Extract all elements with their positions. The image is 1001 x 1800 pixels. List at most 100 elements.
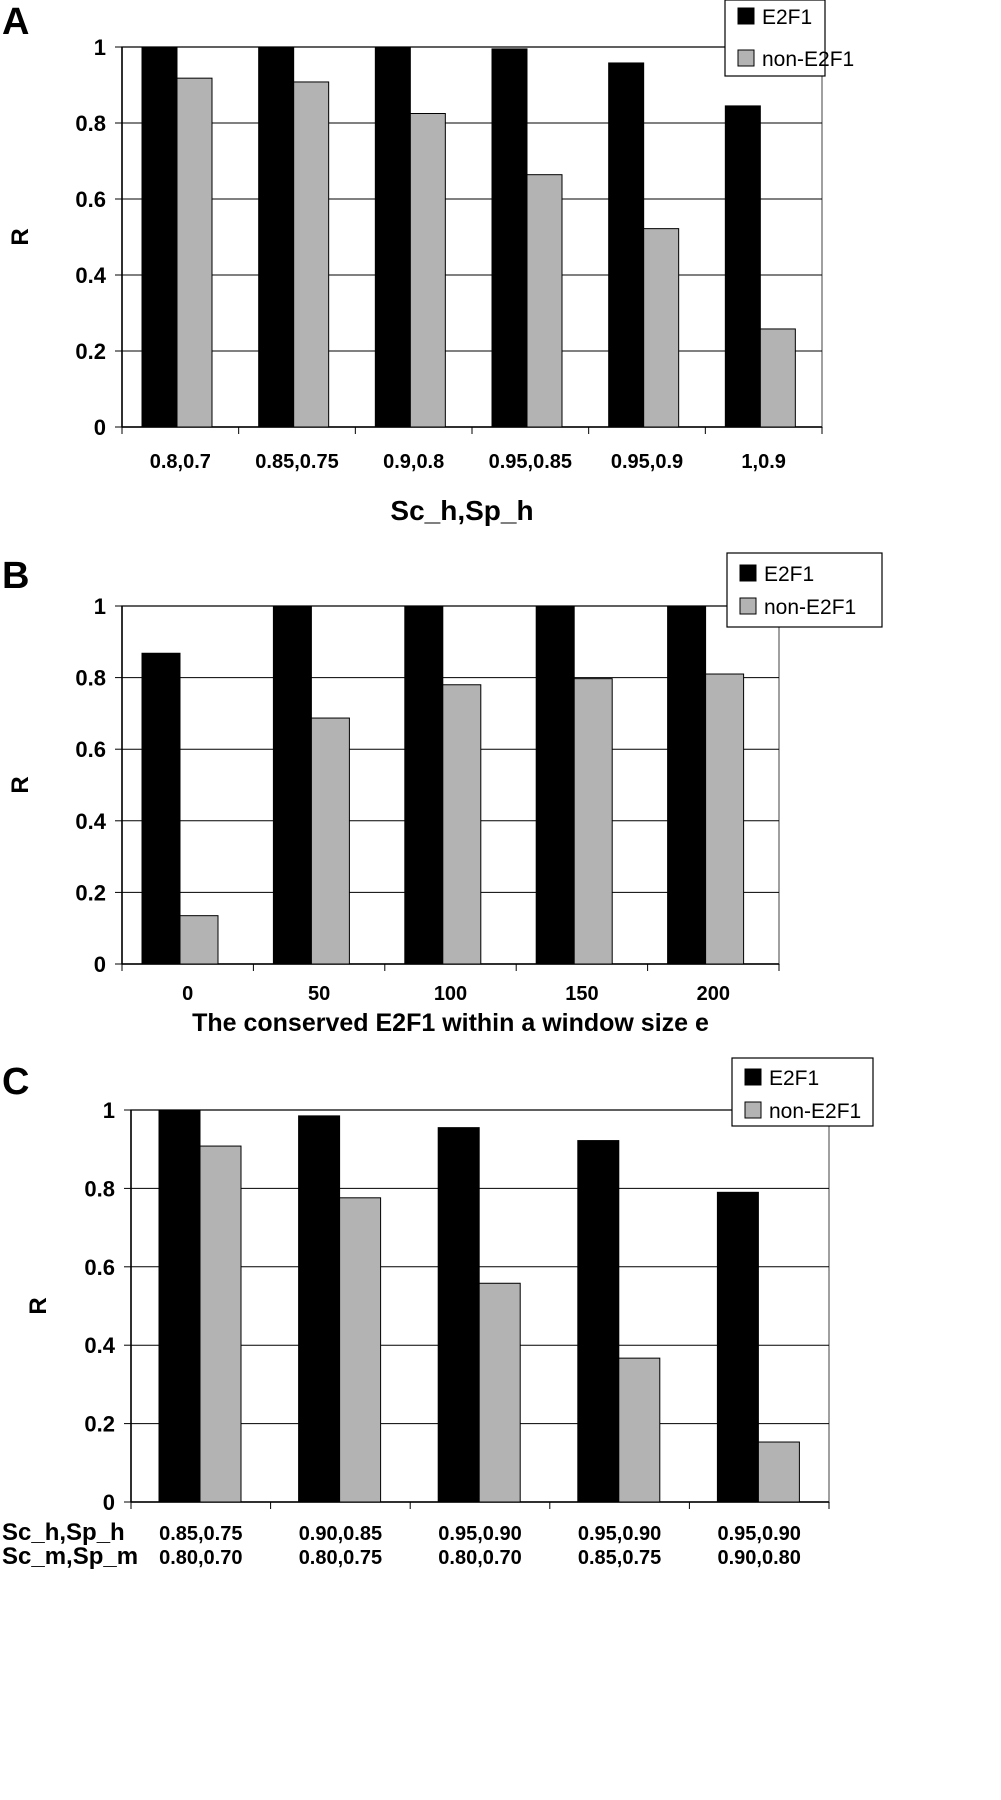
panel-label: B bbox=[2, 555, 29, 597]
x-tick-label: 50 bbox=[308, 983, 330, 1005]
x-tick-label: 0.95,0.90 bbox=[578, 1523, 661, 1545]
plot-area bbox=[121, 46, 823, 428]
bar-e2f1-3 bbox=[437, 1127, 480, 1503]
bar-non-e2f1-2 bbox=[293, 81, 330, 428]
y-axis-title: R bbox=[7, 228, 34, 245]
bar-e2f1-1 bbox=[158, 1109, 201, 1503]
panel-label: C bbox=[2, 1061, 29, 1103]
bar-non-e2f1-1 bbox=[179, 915, 219, 965]
y-tick-label: 0.6 bbox=[84, 1255, 115, 1280]
bar-e2f1-6 bbox=[724, 105, 761, 428]
x-tick-label: 1,0.9 bbox=[741, 451, 785, 473]
category-row-label: Sc_m,Sp_m bbox=[2, 1543, 138, 1570]
bar-e2f1-4 bbox=[535, 605, 575, 965]
bar-e2f1-4 bbox=[491, 48, 528, 428]
legend: E2F1 non-E2F1 bbox=[726, 552, 883, 628]
legend-label-non-e2f1: non-E2F1 bbox=[769, 1100, 861, 1123]
x-tick-label: 0.90,0.85 bbox=[299, 1523, 382, 1545]
y-tick-label: 0.2 bbox=[75, 880, 106, 905]
x-axis-title: The conserved E2F1 within a window size … bbox=[192, 1009, 709, 1037]
bar-non-e2f1-5 bbox=[643, 228, 680, 428]
bar-non-e2f1-5 bbox=[705, 673, 745, 965]
x-tick-label: 0.80,0.75 bbox=[299, 1547, 382, 1569]
y-tick-label: 0.2 bbox=[84, 1412, 115, 1437]
y-tick-label: 0 bbox=[94, 415, 106, 440]
chart-panel-a: A 0 0.2 0.4 0.6 0.8 1 0.8,0.7 0.85,0.75 0.9,0.8 0.… bbox=[2, 0, 854, 526]
x-tick-label: 0.8,0.7 bbox=[150, 451, 211, 473]
panel-label: A bbox=[2, 1, 29, 43]
y-tick-label: 0.6 bbox=[75, 737, 106, 762]
legend-label-e2f1: E2F1 bbox=[762, 6, 812, 29]
legend-swatch-non-e2f1 bbox=[744, 1101, 762, 1119]
bar-e2f1-2 bbox=[258, 46, 295, 428]
legend-swatch-e2f1 bbox=[739, 564, 757, 582]
y-tick-label: 0 bbox=[103, 1490, 115, 1515]
bar-e2f1-1 bbox=[141, 46, 178, 428]
chart-panel-c: C00.20.40.60.810.85,0.750.80,0.700.90,0.… bbox=[2, 1057, 874, 1570]
y-tick-label: 0.6 bbox=[75, 187, 106, 212]
x-tick-label: 0.95,0.90 bbox=[438, 1523, 521, 1545]
bar-e2f1-5 bbox=[667, 605, 707, 965]
x-tick-label: 0.95,0.85 bbox=[489, 451, 572, 473]
y-tick-label: 0.4 bbox=[84, 1333, 115, 1358]
category-row-label: Sc_h,Sp_h bbox=[2, 1519, 125, 1546]
bar-non-e2f1-1 bbox=[199, 1145, 242, 1503]
bar-non-e2f1-5 bbox=[757, 1441, 800, 1503]
legend-label-non-e2f1: non-E2F1 bbox=[764, 596, 856, 619]
x-tick-label: 0.80,0.70 bbox=[159, 1547, 242, 1569]
bar-non-e2f1-3 bbox=[478, 1282, 521, 1503]
y-tick-label: 0.8 bbox=[75, 111, 106, 136]
x-tick-label: 100 bbox=[434, 983, 467, 1005]
bar-non-e2f1-3 bbox=[409, 113, 446, 428]
x-tick-label: 0.95,0.90 bbox=[717, 1523, 800, 1545]
legend-swatch-non-e2f1 bbox=[739, 597, 757, 615]
legend-swatch-e2f1 bbox=[744, 1068, 762, 1086]
y-tick-label: 0.8 bbox=[75, 666, 106, 691]
y-axis-title: R bbox=[25, 1297, 52, 1314]
y-axis-title: R bbox=[7, 776, 34, 793]
bar-non-e2f1-2 bbox=[310, 717, 350, 965]
x-tick-label: 0.80,0.70 bbox=[438, 1547, 521, 1569]
bar-non-e2f1-2 bbox=[339, 1197, 382, 1503]
legend: E2F1 non-E2F1 bbox=[724, 0, 854, 77]
bar-e2f1-5 bbox=[608, 62, 645, 428]
x-tick-label: 200 bbox=[697, 983, 730, 1005]
x-tick-label: 150 bbox=[565, 983, 598, 1005]
y-tick-label: 0.4 bbox=[75, 809, 106, 834]
y-tick-label: 0.2 bbox=[75, 339, 106, 364]
legend-swatch-e2f1 bbox=[737, 7, 755, 25]
bar-e2f1-4 bbox=[577, 1140, 620, 1503]
legend-swatch-non-e2f1 bbox=[737, 49, 755, 67]
legend-label-e2f1: E2F1 bbox=[769, 1067, 819, 1090]
x-tick-label: 0 bbox=[182, 983, 193, 1005]
y-tick-label: 0.4 bbox=[75, 263, 106, 288]
y-tick-label: 0 bbox=[94, 952, 106, 977]
chart-panel-b: B 0 0.2 0.4 0.6 0.8 1 0 50 100 150 200 The conserved… bbox=[2, 552, 883, 1037]
x-axis-title: Sc_h,Sp_h bbox=[390, 495, 533, 526]
bar-non-e2f1-6 bbox=[759, 328, 796, 428]
x-tick-label: 0.85,0.75 bbox=[255, 451, 338, 473]
y-tick-label: 0.8 bbox=[84, 1176, 115, 1201]
x-tick-label: 0.95,0.9 bbox=[611, 451, 683, 473]
y-tick-label: 1 bbox=[94, 594, 106, 619]
bar-e2f1-3 bbox=[404, 605, 444, 965]
bar-non-e2f1-4 bbox=[526, 174, 563, 428]
bar-e2f1-1 bbox=[141, 652, 181, 965]
y-tick-label: 1 bbox=[103, 1098, 115, 1123]
x-tick-label: 0.85,0.75 bbox=[159, 1523, 242, 1545]
bar-non-e2f1-3 bbox=[442, 684, 482, 965]
x-tick-label: 0.85,0.75 bbox=[578, 1547, 661, 1569]
x-tick-label: 0.9,0.8 bbox=[383, 451, 444, 473]
bar-e2f1-2 bbox=[272, 605, 312, 965]
legend-label-non-e2f1: non-E2F1 bbox=[762, 48, 854, 71]
bar-non-e2f1-1 bbox=[176, 77, 213, 428]
legend: E2F1 non-E2F1 bbox=[731, 1057, 874, 1127]
bar-e2f1-5 bbox=[716, 1191, 759, 1503]
bar-e2f1-2 bbox=[298, 1115, 341, 1503]
bar-e2f1-3 bbox=[374, 46, 411, 428]
bar-non-e2f1-4 bbox=[618, 1357, 661, 1503]
legend-label-e2f1: E2F1 bbox=[764, 563, 814, 586]
bar-non-e2f1-4 bbox=[573, 678, 613, 965]
y-tick-label: 1 bbox=[94, 35, 106, 60]
